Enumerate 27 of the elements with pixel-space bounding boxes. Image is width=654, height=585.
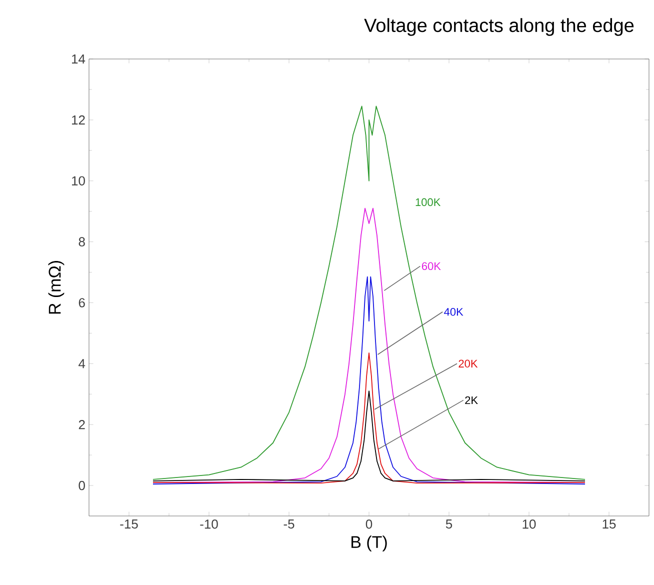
y-tick-label: 8 bbox=[78, 237, 85, 246]
y-tick-label: 10 bbox=[72, 176, 85, 186]
y-tick-label: 4 bbox=[78, 359, 86, 368]
x-tick-label: 15 bbox=[602, 520, 616, 529]
x-tick-label: 0 bbox=[366, 520, 372, 529]
y-tick-label: 14 bbox=[72, 54, 86, 64]
text: 40K bbox=[444, 308, 464, 316]
x-tick-label: -10 bbox=[200, 520, 218, 529]
text: 2K bbox=[465, 396, 478, 404]
x-axis-title: B (T) bbox=[352, 536, 387, 552]
line-series bbox=[152, 106, 586, 480]
y-tick-label: 2 bbox=[78, 420, 85, 430]
text: 60K bbox=[422, 262, 441, 270]
y-tick-label: 6 bbox=[78, 298, 85, 308]
text: 20K bbox=[458, 360, 478, 368]
x-tick-label: -5 bbox=[284, 520, 294, 529]
line-series bbox=[152, 352, 586, 484]
x-tick-label: 10 bbox=[522, 520, 536, 529]
x-tick-label: -15 bbox=[120, 520, 138, 529]
x-tick-label: 5 bbox=[446, 520, 452, 529]
line-series bbox=[152, 276, 586, 484]
y-tick-label: 12 bbox=[72, 115, 85, 124]
chart-title: Voltage contacts along the edge bbox=[364, 18, 634, 36]
y-tick-label: 0 bbox=[78, 480, 85, 490]
series-label: 100K bbox=[416, 198, 441, 206]
y-axis-title: R (mΩ) bbox=[48, 260, 64, 314]
line-series bbox=[152, 390, 586, 482]
